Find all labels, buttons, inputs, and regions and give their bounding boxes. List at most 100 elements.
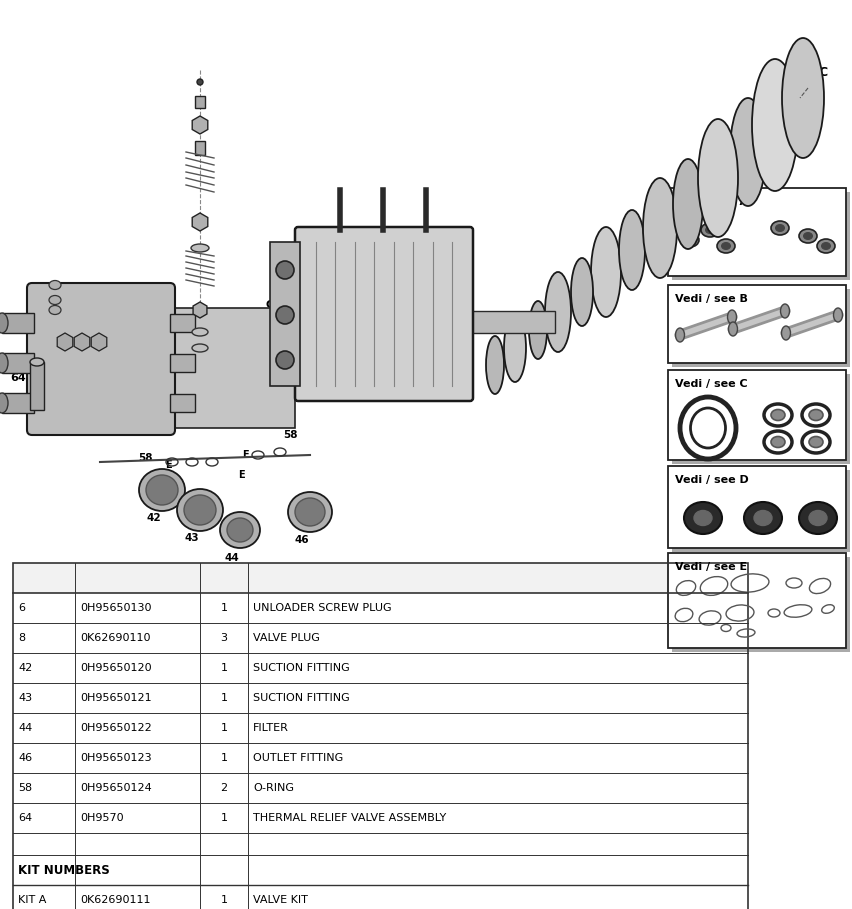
Bar: [668, 553, 846, 648]
Text: KIT A: KIT A: [18, 895, 46, 905]
Bar: [2, 353, 34, 373]
Ellipse shape: [799, 502, 837, 534]
Bar: [2, 393, 34, 413]
Ellipse shape: [698, 119, 738, 237]
Text: E: E: [228, 385, 234, 395]
Bar: [668, 285, 846, 363]
Ellipse shape: [833, 308, 843, 322]
Ellipse shape: [49, 295, 61, 305]
Ellipse shape: [717, 239, 735, 253]
Ellipse shape: [197, 79, 203, 85]
Bar: [30, 362, 44, 410]
Text: 8: 8: [18, 633, 25, 643]
Text: A: A: [78, 420, 87, 430]
Text: 0H9570: 0H9570: [80, 813, 124, 823]
Ellipse shape: [728, 310, 736, 324]
Ellipse shape: [0, 393, 8, 413]
Ellipse shape: [227, 518, 253, 542]
Bar: [170, 354, 195, 372]
Text: 44: 44: [225, 553, 239, 563]
Text: E: E: [162, 377, 169, 387]
Ellipse shape: [619, 210, 645, 290]
Ellipse shape: [686, 236, 694, 244]
Ellipse shape: [771, 436, 785, 447]
Text: 2: 2: [221, 783, 227, 793]
Polygon shape: [57, 333, 72, 351]
Bar: [13, 563, 748, 909]
Polygon shape: [193, 116, 208, 134]
Text: E: E: [162, 340, 169, 350]
Ellipse shape: [191, 244, 209, 252]
Text: VALVE PLUG: VALVE PLUG: [253, 633, 320, 643]
Text: O-RING: O-RING: [253, 783, 294, 793]
Bar: [668, 188, 846, 276]
Text: C: C: [265, 300, 273, 310]
Ellipse shape: [643, 178, 677, 278]
FancyBboxPatch shape: [295, 227, 473, 401]
Text: B: B: [570, 287, 579, 301]
Bar: [170, 314, 195, 332]
Text: 1: 1: [221, 603, 227, 613]
Ellipse shape: [809, 511, 827, 525]
Ellipse shape: [781, 326, 791, 340]
Ellipse shape: [754, 511, 772, 525]
Bar: [672, 289, 850, 367]
Bar: [672, 374, 850, 464]
Text: ITEM: ITEM: [18, 572, 50, 584]
Ellipse shape: [744, 502, 782, 534]
Ellipse shape: [0, 313, 8, 333]
Ellipse shape: [486, 336, 504, 394]
Text: 1: 1: [221, 723, 227, 733]
Text: E: E: [238, 470, 245, 480]
Text: 64: 64: [18, 813, 32, 823]
Ellipse shape: [591, 227, 621, 317]
Text: 1: 1: [221, 813, 227, 823]
Text: 1: 1: [221, 693, 227, 703]
Text: Vedi / see D: Vedi / see D: [675, 475, 749, 485]
Ellipse shape: [192, 328, 208, 336]
Text: 43: 43: [18, 693, 32, 703]
Ellipse shape: [728, 322, 738, 336]
Polygon shape: [193, 302, 207, 318]
Text: VALVE KIT: VALVE KIT: [253, 895, 308, 905]
Ellipse shape: [782, 38, 824, 158]
Text: E: E: [160, 357, 167, 367]
Ellipse shape: [0, 353, 8, 373]
Ellipse shape: [571, 258, 593, 326]
Text: 46: 46: [18, 753, 32, 763]
Text: SUCTION FITTING: SUCTION FITTING: [253, 693, 350, 703]
Ellipse shape: [771, 409, 785, 421]
Text: 3: 3: [221, 633, 227, 643]
Ellipse shape: [681, 233, 699, 247]
Bar: [668, 370, 846, 460]
Ellipse shape: [771, 221, 789, 235]
Bar: [672, 192, 850, 280]
Text: 1: 1: [221, 895, 227, 905]
Ellipse shape: [799, 229, 817, 243]
Ellipse shape: [809, 409, 823, 421]
Ellipse shape: [780, 304, 790, 318]
Text: Vedi / see B: Vedi / see B: [675, 294, 748, 304]
Text: 6: 6: [12, 317, 20, 327]
Bar: [13, 563, 748, 593]
Ellipse shape: [276, 351, 294, 369]
Text: QTY.: QTY.: [205, 572, 234, 584]
Polygon shape: [193, 213, 208, 231]
Ellipse shape: [803, 233, 813, 239]
Bar: [672, 470, 850, 552]
Ellipse shape: [694, 511, 712, 525]
Ellipse shape: [146, 475, 178, 505]
Ellipse shape: [817, 239, 835, 253]
Text: UNLOADER SCREW PLUG: UNLOADER SCREW PLUG: [253, 603, 392, 613]
Ellipse shape: [529, 301, 547, 359]
Text: E: E: [242, 450, 249, 460]
Text: E: E: [158, 395, 164, 405]
Text: 46: 46: [295, 535, 309, 545]
Ellipse shape: [752, 59, 798, 191]
Ellipse shape: [504, 314, 526, 382]
Text: 1: 1: [221, 753, 227, 763]
Ellipse shape: [722, 243, 730, 249]
Text: E: E: [238, 360, 245, 370]
Ellipse shape: [220, 512, 260, 548]
Ellipse shape: [276, 261, 294, 279]
